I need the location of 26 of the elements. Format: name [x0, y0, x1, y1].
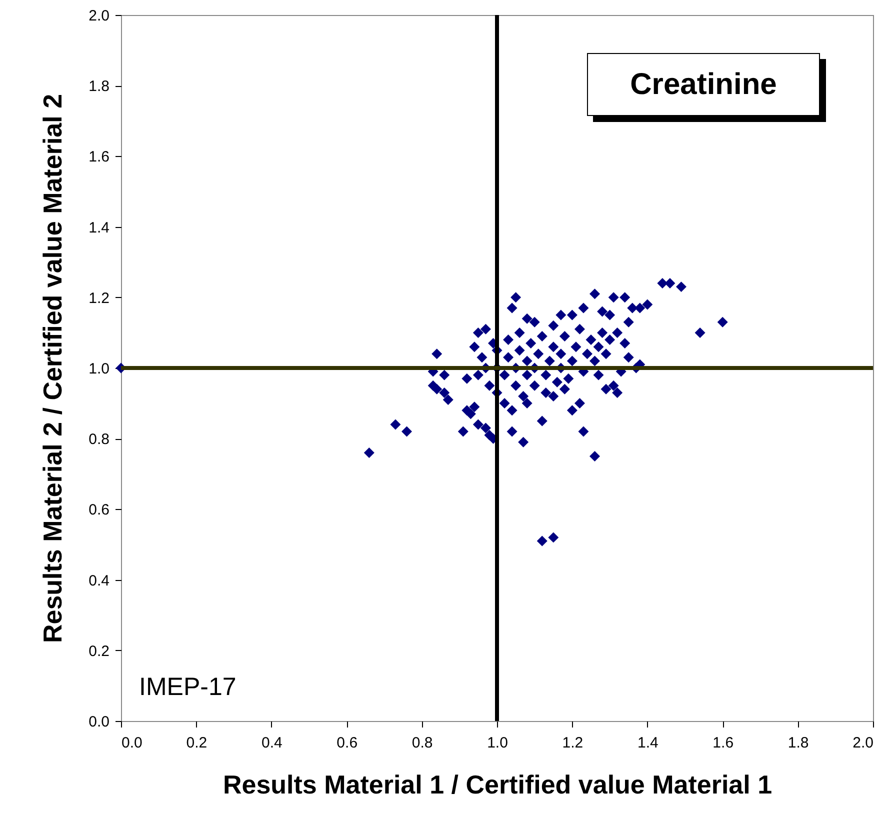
y-tick-label: 2.0 — [88, 8, 110, 24]
y-tick-label: 0.2 — [88, 642, 110, 660]
y-tick-label: 1.2 — [88, 290, 110, 307]
x-tick-label: 1.4 — [637, 734, 658, 752]
y-tick-label: 0.6 — [88, 502, 110, 519]
text: Creatinine — [587, 53, 820, 116]
annotation: IMEP-17 — [139, 673, 236, 701]
x-tick-label: 1.2 — [562, 734, 584, 752]
y-tick-label: 0.0 — [88, 714, 110, 730]
y-tick-label: 1.0 — [88, 360, 110, 378]
y-tick-label: 1.4 — [88, 219, 110, 236]
x-tick-label: 0.8 — [412, 734, 433, 752]
y-tick-label: 0.8 — [88, 431, 110, 448]
x-tick-label: 0.4 — [261, 734, 282, 752]
x-tick-label: 2.0 — [852, 734, 874, 752]
x-tick-label: 0.6 — [336, 734, 358, 752]
x-tick-label: 1.6 — [712, 734, 734, 752]
y-tick-label: 1.6 — [88, 148, 110, 166]
x-tick-label: 0.2 — [186, 734, 208, 752]
x-tick-label: 1.8 — [788, 734, 809, 752]
y-tick-label: 1.8 — [88, 78, 110, 96]
x-axis-title: Results Material 1 / Certified value Material 1 — [222, 770, 772, 800]
x-tick-label: 0.0 — [122, 734, 142, 752]
x-tick-label: 1.0 — [487, 734, 508, 752]
y-axis-title: Results Material 2 / Certified value Material 2 — [38, 94, 68, 644]
y-tick-label: 0.4 — [88, 572, 110, 590]
